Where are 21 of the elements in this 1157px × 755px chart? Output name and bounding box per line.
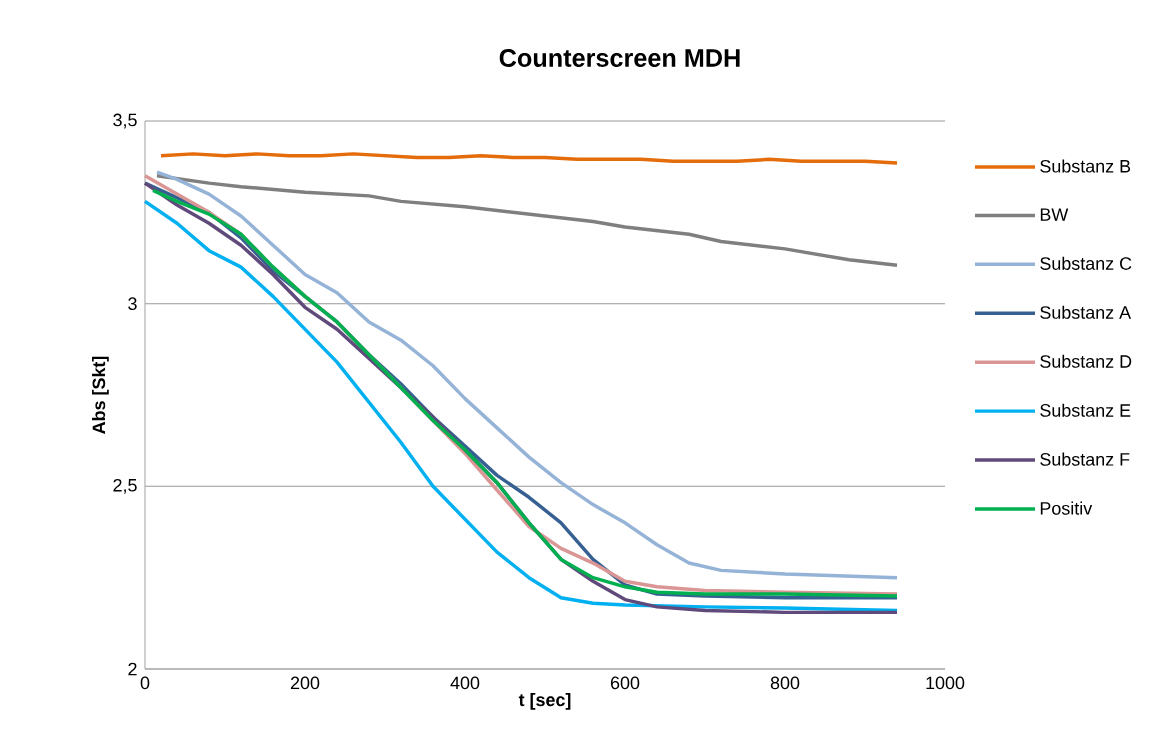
x-tick-label: 1000: [926, 676, 965, 690]
legend-label: Substanz E: [1040, 403, 1131, 417]
y-axis-title: Abs [Skt]: [92, 356, 109, 434]
y-tick-label: 2,5: [113, 478, 137, 494]
x-tick-label: 600: [610, 676, 640, 690]
y-tick-label: 2: [128, 662, 137, 676]
legend-label: Substanz A: [1040, 305, 1132, 319]
legend-label: Substanz C: [1040, 256, 1132, 270]
x-tick-label: 400: [450, 676, 480, 690]
legend-label: Positiv: [1040, 501, 1093, 515]
legend-label: BW: [1040, 208, 1069, 221]
legend-label: Substanz D: [1040, 354, 1132, 368]
legend-label: Substanz F: [1040, 452, 1130, 466]
x-tick-label: 200: [290, 676, 320, 690]
x-tick-label: 800: [770, 676, 800, 690]
legend-label: Substanz B: [1040, 159, 1131, 173]
y-tick-label: 3: [128, 297, 137, 310]
x-tick-label: 0: [140, 676, 150, 690]
x-axis-title: t [sec]: [518, 693, 571, 710]
y-tick-label: 3,5: [113, 113, 137, 129]
chart-title: Counterscreen MDH: [499, 49, 740, 67]
